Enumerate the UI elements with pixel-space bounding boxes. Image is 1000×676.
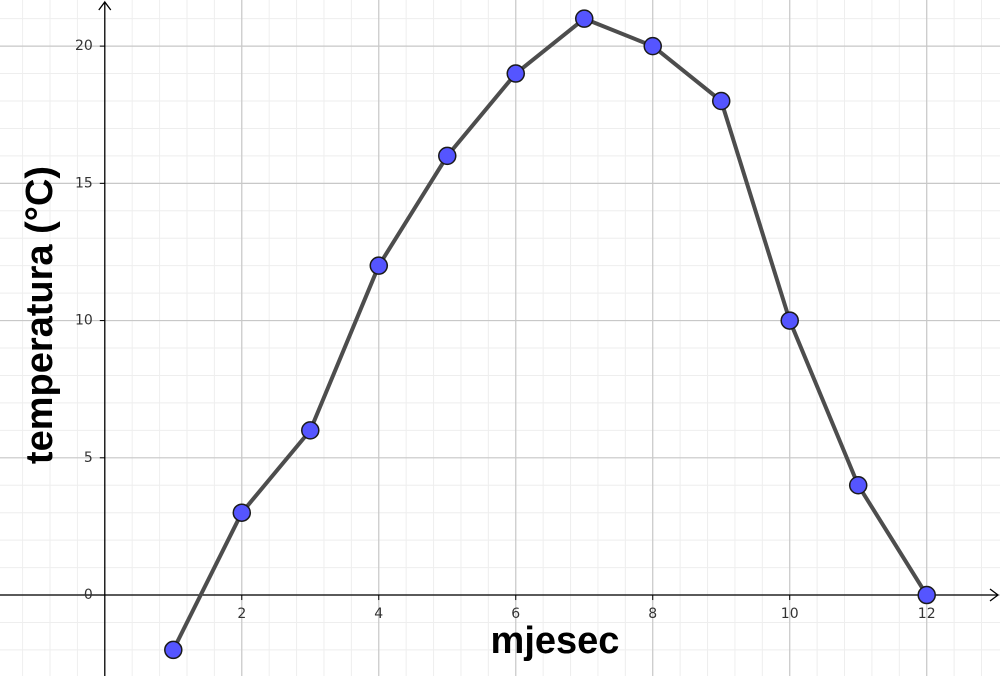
y-axis-arrow bbox=[98, 0, 112, 11]
x-tick-label: 6 bbox=[511, 606, 520, 622]
x-tick-label: 4 bbox=[374, 606, 383, 622]
x-axis-arrow bbox=[989, 588, 1000, 602]
x-tick-label: 2 bbox=[237, 606, 246, 622]
data-line bbox=[171, 16, 929, 651]
data-point bbox=[917, 585, 936, 605]
y-tick-label: 0 bbox=[84, 587, 93, 603]
data-point bbox=[369, 256, 389, 275]
marks bbox=[164, 9, 936, 660]
data-point bbox=[574, 9, 594, 28]
data-point bbox=[301, 421, 320, 440]
data-point bbox=[506, 64, 526, 83]
data-point bbox=[164, 640, 183, 660]
y-tick-label: 10 bbox=[75, 313, 93, 329]
y-tick-label: 5 bbox=[84, 450, 93, 466]
data-point bbox=[848, 475, 868, 495]
x-axis-title: mjesec bbox=[491, 620, 620, 662]
y-tick-label: 15 bbox=[75, 175, 93, 191]
x-tick-label: 8 bbox=[648, 606, 657, 622]
data-point bbox=[780, 311, 799, 330]
y-tick-label: 20 bbox=[75, 38, 93, 54]
data-point bbox=[711, 91, 731, 111]
data-point bbox=[438, 146, 457, 166]
y-axis-title: temperatura (°C) bbox=[19, 166, 61, 464]
x-tick-label: 10 bbox=[781, 606, 799, 622]
data-point bbox=[643, 36, 662, 56]
data-point bbox=[232, 503, 252, 522]
x-tick-label: 12 bbox=[918, 606, 936, 622]
